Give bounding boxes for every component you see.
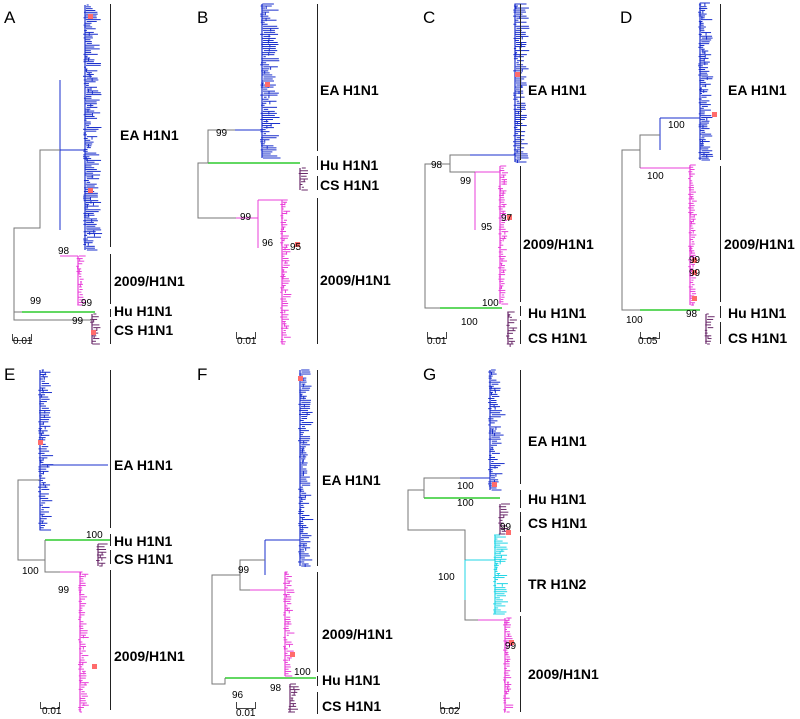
clade-g-hu: Hu H1N1	[528, 491, 587, 507]
clade-d-ea: EA H1N1	[728, 82, 787, 98]
clade-e-cs: CS H1N1	[114, 551, 174, 567]
bootstrap-a-4: 99	[72, 316, 84, 327]
backbone-d2	[621, 149, 640, 311]
bootstrap-a-2: 98	[58, 246, 70, 257]
clade-g-ea: EA H1N1	[528, 433, 587, 449]
clade-c-hu: Hu H1N1	[528, 305, 587, 321]
clade-e-ea: EA H1N1	[114, 457, 173, 473]
bootstrap-d-6: 98	[686, 309, 698, 320]
bootstrap-e-2: 100	[22, 566, 39, 577]
bootstrap-a-1: 99	[30, 296, 42, 307]
clade-d-pdm: 2009/H1N1	[724, 236, 795, 252]
clade-a-hu: Hu H1N1	[114, 303, 173, 319]
clade-c-ea: EA H1N1	[528, 82, 587, 98]
bootstrap-d-3: 99	[689, 255, 701, 266]
clade-f-pdm: 2009/H1N1	[322, 626, 393, 642]
scale-f: 0.01	[236, 708, 256, 719]
bootstrap-d-4: 99	[689, 268, 701, 279]
clade-b-ea: EA H1N1	[320, 82, 379, 98]
clade-g-cs: CS H1N1	[528, 515, 588, 531]
clade-d-cs: CS H1N1	[728, 330, 788, 346]
panel-label-g: G	[423, 365, 437, 384]
scale-e: 0.01	[42, 706, 62, 717]
clade-e-pdm: 2009/H1N1	[114, 648, 185, 664]
bootstrap-f-1: 99	[238, 565, 250, 576]
clade-d-hu: Hu H1N1	[728, 305, 787, 321]
bootstrap-g-4: 100	[438, 572, 455, 583]
bootstrap-g-3: 99	[500, 522, 512, 533]
clade-f-cs: CS H1N1	[322, 698, 382, 714]
bootstrap-c-2: 99	[460, 176, 472, 187]
bootstrap-c-5: 100	[482, 298, 499, 309]
panel-label-a: A	[4, 8, 16, 27]
backbone-g	[423, 477, 460, 498]
bootstrap-f-4: 96	[232, 690, 244, 701]
backbone-c2	[424, 163, 450, 309]
bootstrap-f-3: 98	[270, 683, 282, 694]
clade-e-hu: Hu H1N1	[114, 533, 173, 549]
backbone-b2	[197, 162, 236, 219]
backbone-f2	[211, 574, 240, 685]
bootstrap-c-1: 98	[431, 160, 443, 171]
bootstrap-b-2: 99	[240, 212, 252, 223]
panel-label-e: E	[4, 365, 16, 384]
backbone-g3	[464, 600, 478, 621]
bootstrap-c-4: 97	[501, 213, 513, 224]
scale-b: 0.01	[237, 336, 257, 347]
clade-a-ea: EA H1N1	[120, 127, 179, 143]
backbone-d	[639, 134, 660, 168]
bootstrap-d-5: 100	[626, 315, 643, 326]
bootstrap-d-2: 100	[647, 171, 664, 182]
bootstrap-b-3: 96	[262, 238, 274, 249]
bootstrap-e-3: 99	[58, 585, 70, 596]
bootstrap-g-2: 100	[457, 498, 474, 509]
clade-b-hu: Hu H1N1	[320, 157, 379, 173]
bootstrap-c-6: 100	[461, 317, 478, 328]
backbone-a2	[13, 312, 92, 321]
panel-label-d: D	[620, 8, 633, 27]
clade-g-pdm: 2009/H1N1	[528, 666, 599, 682]
scale-g: 0.02	[440, 706, 460, 717]
clade-b-pdm: 2009/H1N1	[320, 272, 391, 288]
backbone-b	[207, 129, 235, 163]
bootstrap-b-1: 99	[216, 128, 228, 139]
clade-f-ea: EA H1N1	[322, 472, 381, 488]
clade-b-cs: CS H1N1	[320, 177, 380, 193]
bootstrap-a-3: 99	[81, 298, 93, 309]
bootstrap-e-1: 100	[86, 530, 103, 541]
panel-label-b: B	[197, 8, 209, 27]
bootstrap-g-1: 100	[457, 481, 474, 492]
bootstrap-g-5: 99	[505, 641, 517, 652]
backbone-a	[13, 149, 60, 313]
scale-c: 0.01	[427, 336, 447, 347]
scale-d: 0.05	[638, 336, 658, 347]
panel-label-c: C	[423, 8, 436, 27]
clade-c-cs: CS H1N1	[528, 330, 588, 346]
clade-c-pdm: 2009/H1N1	[523, 236, 594, 252]
bootstrap-c-3: 95	[481, 222, 493, 233]
scale-a: 0.01	[13, 336, 33, 347]
bootstrap-f-2: 100	[294, 667, 311, 678]
bootstrap-b-4: 95	[290, 242, 302, 253]
clade-g-tr: TR H1N2	[528, 576, 587, 592]
backbone-g2	[407, 489, 466, 560]
backbone-e2	[44, 560, 60, 573]
backbone-c	[449, 154, 475, 173]
clade-a-cs: CS H1N1	[114, 322, 174, 338]
clade-a-pdm: 2009/H1N1	[114, 273, 185, 289]
clade-f-hu: Hu H1N1	[322, 672, 381, 688]
bootstrap-d-1: 100	[668, 120, 685, 131]
backbone-e	[17, 479, 46, 561]
panel-label-f: F	[197, 365, 208, 384]
